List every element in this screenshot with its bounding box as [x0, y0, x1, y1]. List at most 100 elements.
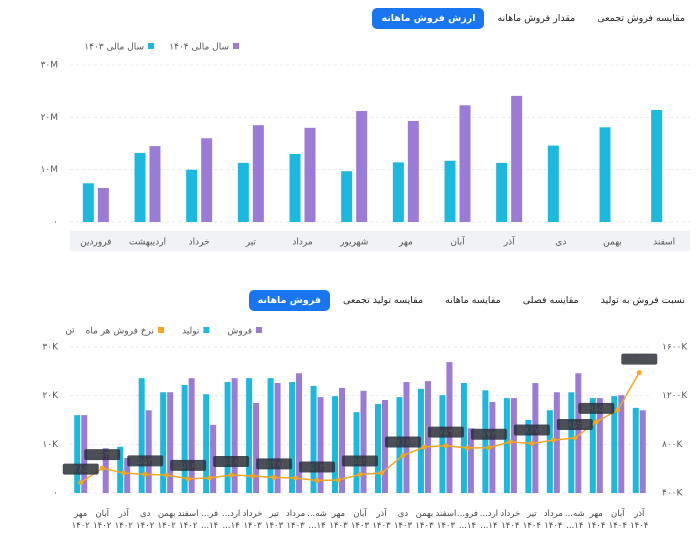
bar: [167, 392, 174, 493]
tab[interactable]: مقایسه ماهانه: [445, 295, 501, 306]
tab[interactable]: مقدار فروش ماهانه: [497, 13, 576, 24]
x-tick-label: فر... ۱۴...: [201, 509, 219, 531]
x-tick-label: دی ۱۴۰۳: [393, 509, 413, 531]
x-tick-label: مهر ۱۴۰۴: [587, 509, 606, 531]
line-point: [121, 470, 127, 476]
bar: [599, 127, 611, 222]
x-tick-label: مهر ۱۴۰۳: [329, 509, 348, 531]
bar: [267, 378, 274, 493]
bar: [82, 183, 94, 222]
line-point: [250, 473, 256, 479]
bar: [575, 373, 582, 493]
tab[interactable]: مقایسه تولید تجمعی: [342, 295, 424, 306]
value-label: ۰.۷۷۲M: [474, 430, 504, 440]
line-point: [464, 445, 470, 451]
category-band: [70, 231, 690, 251]
bar: [632, 407, 639, 493]
line-point: [336, 477, 342, 483]
x-tick-label: بهمن: [603, 238, 622, 248]
bar: [547, 145, 559, 222]
bar: [639, 410, 646, 493]
bar: [186, 169, 198, 222]
x-tick-label: ارد... ۱۴...: [221, 509, 241, 531]
line-point: [529, 440, 535, 446]
x-tick-label: اسفند ۱۴۰۳: [435, 509, 457, 531]
x-tick-label: آذر ۱۴۰۴: [630, 509, 649, 531]
tab[interactable]: مقایسه فروش تجمعی: [597, 13, 685, 24]
bar: [407, 120, 419, 222]
bar: [503, 398, 510, 493]
legend-swatch: [158, 327, 165, 333]
value-label-bg: [556, 419, 593, 431]
value-label-bg: [84, 449, 121, 461]
bar: [459, 105, 471, 222]
bar: [510, 398, 517, 493]
bar: [160, 392, 167, 493]
bar: [356, 111, 368, 222]
x-tick-label: اردیبهشت: [129, 238, 166, 248]
value-label-bg: [213, 455, 250, 467]
bar: [374, 403, 381, 493]
bar: [134, 152, 146, 222]
x-tick-label: مهر: [398, 238, 413, 248]
value-label: ۰.۸۵۲M: [560, 421, 590, 431]
y-tick-label: ۲۰M: [41, 113, 58, 123]
bar: [231, 378, 238, 493]
bar: [460, 383, 467, 493]
x-tick-label: مرداد ۱۴۰۴: [543, 509, 563, 531]
x-tick-label: خرداد: [189, 238, 210, 248]
line-point: [293, 475, 299, 481]
legend-label: سال مالی ۱۴۰۴: [169, 43, 229, 53]
line-point: [615, 407, 621, 413]
line-point: [486, 445, 492, 451]
x-tick-label: اسفند ۱۴۰۲: [177, 509, 199, 531]
bar: [596, 398, 603, 493]
line-point: [164, 472, 170, 478]
value-label: ۰.۵۵۳M: [130, 457, 160, 467]
line-point: [142, 471, 148, 477]
tab[interactable]: ارزش فروش ماهانه: [372, 8, 485, 29]
x-tick-label: تیر ۱۴۰۴: [522, 509, 541, 531]
x-tick-label: آذر ۱۴۰۳: [372, 509, 391, 531]
bar: [246, 378, 253, 493]
bar: [102, 448, 109, 493]
x-tick-label: مرداد: [292, 238, 312, 248]
legend-label: فروش: [227, 327, 252, 337]
bar: [201, 138, 213, 222]
bar: [304, 127, 316, 222]
y-tick-label: ۰: [53, 489, 58, 499]
value-label-bg: [342, 455, 378, 467]
tab[interactable]: نسبت فروش به تولید: [600, 295, 685, 306]
y-tick-label: ۳۰K: [42, 343, 59, 353]
bar: [138, 378, 145, 493]
y-tick-label: ۳۰M: [41, 61, 58, 71]
value-label-bg: [578, 402, 615, 414]
line-point: [357, 472, 363, 478]
bar: [124, 457, 131, 493]
bar: [589, 398, 596, 493]
bar: [439, 395, 446, 493]
bar: [289, 382, 296, 493]
value-label-bg: [384, 436, 421, 448]
value-label-bg: [62, 463, 99, 475]
bar: [444, 160, 456, 222]
bar: [392, 162, 404, 222]
y-tick-label: ۱۰K: [42, 440, 59, 450]
bar: [203, 394, 210, 493]
x-tick-label: آذر: [503, 236, 515, 248]
y2-tick-label: ۴۰۰K: [662, 489, 684, 499]
bar: [332, 396, 339, 493]
x-tick-label: شه... ۱۴...: [307, 509, 327, 531]
value-label: ۰.۸۰۷M: [517, 426, 547, 436]
tab[interactable]: مقایسه فصلی: [522, 295, 579, 306]
x-tick-label: فرو... ۱۴...: [456, 509, 478, 531]
bar: [546, 410, 553, 493]
bar: [181, 384, 188, 493]
tab[interactable]: فروش ماهانه: [248, 290, 330, 311]
value-label: ۰.۵۰۳M: [302, 463, 332, 473]
value-label-bg: [513, 424, 550, 436]
bar: [467, 428, 474, 493]
value-label: ۰.۵۲۸M: [259, 460, 289, 470]
y-tick-label: ۰: [53, 218, 58, 228]
